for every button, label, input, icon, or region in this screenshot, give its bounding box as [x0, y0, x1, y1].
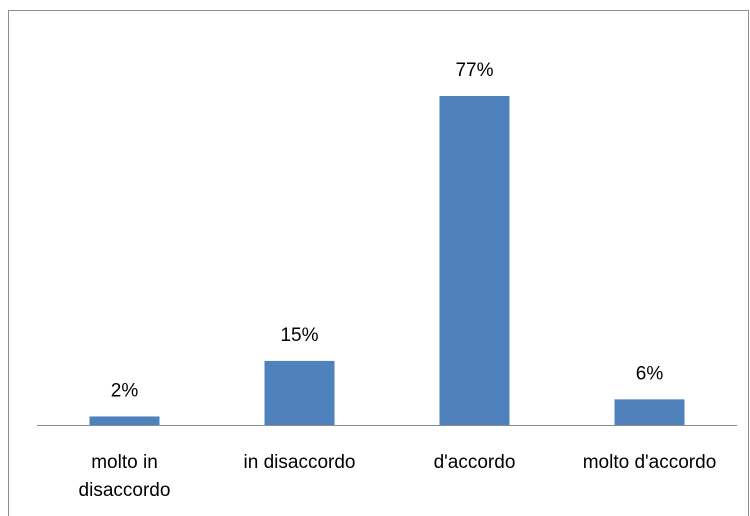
x-tick-label: molto in disaccordo — [78, 452, 171, 501]
data-label: 15% — [280, 325, 318, 346]
bar — [614, 399, 685, 425]
x-tick-label: d'accordo — [433, 452, 516, 473]
x-tick-label: in disaccordo — [243, 452, 356, 473]
bar — [264, 360, 335, 425]
data-label: 6% — [636, 363, 664, 384]
data-label: 77% — [455, 60, 493, 81]
bar — [89, 416, 160, 425]
x-tick-label: molto d'accordo — [582, 452, 717, 473]
chart-frame — [8, 10, 749, 516]
bar — [439, 96, 510, 425]
data-label: 2% — [111, 380, 139, 401]
